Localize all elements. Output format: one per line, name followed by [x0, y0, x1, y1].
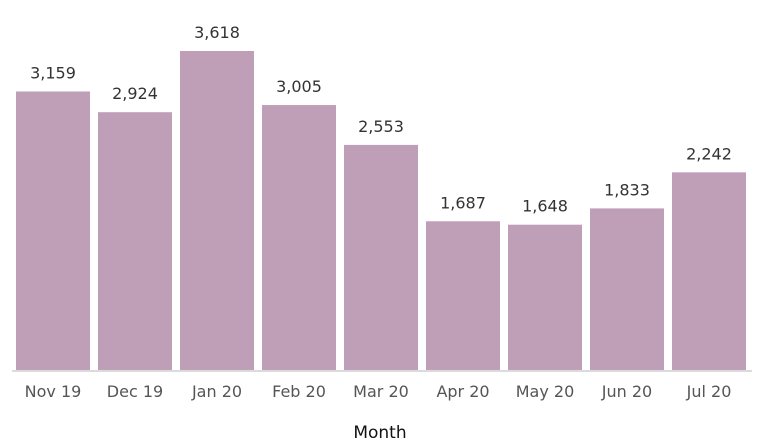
value-label: 1,648	[522, 197, 568, 216]
bar-nov-19	[16, 91, 90, 370]
value-label: 3,618	[194, 23, 240, 42]
value-label: 2,242	[686, 144, 732, 163]
x-tick-label: Nov 19	[25, 382, 82, 401]
x-axis-title: Month	[353, 423, 406, 443]
bars-group	[16, 51, 746, 371]
bar-jan-20	[180, 51, 254, 370]
bar-jun-20	[590, 208, 664, 370]
value-label: 1,687	[440, 193, 486, 212]
value-labels-group: 3,159 2,924 3,618 3,005 2,553 1,687 1,648 1,833…	[30, 23, 732, 216]
bar-apr-20	[426, 221, 500, 370]
value-label: 2,924	[112, 84, 158, 103]
x-tick-labels-group: Nov 19 Dec 19 Jan 20 Feb 20 Mar 20 Apr 20 May …	[25, 382, 732, 401]
bar-jul-20	[672, 172, 746, 370]
x-tick-label: Apr 20	[436, 382, 489, 401]
bar-feb-20	[262, 105, 336, 370]
value-label: 3,159	[30, 63, 76, 82]
bar-may-20	[508, 224, 582, 370]
bar-dec-19	[98, 112, 172, 371]
value-label: 2,553	[358, 117, 404, 136]
x-tick-label: Feb 20	[272, 382, 326, 401]
x-tick-label: Jul 20	[686, 382, 732, 401]
x-tick-label: Dec 19	[107, 382, 163, 401]
bar-mar-20	[344, 144, 418, 370]
value-label: 3,005	[276, 77, 322, 96]
x-tick-label: Jun 20	[601, 382, 652, 401]
value-label: 1,833	[604, 180, 650, 199]
x-tick-label: Mar 20	[353, 382, 409, 401]
x-tick-label: Jan 20	[191, 382, 242, 401]
x-tick-label: May 20	[516, 382, 575, 401]
